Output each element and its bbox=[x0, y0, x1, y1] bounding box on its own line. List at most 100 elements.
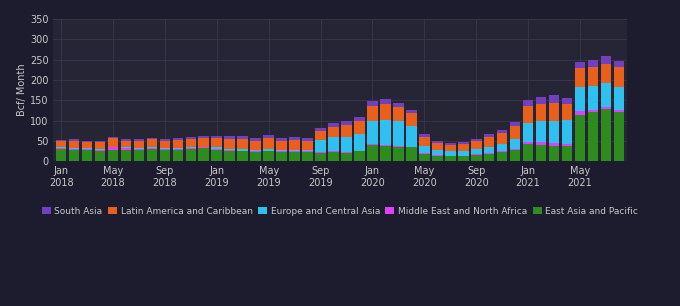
Bar bbox=[588, 113, 598, 161]
Bar bbox=[419, 137, 430, 146]
Bar bbox=[134, 149, 144, 150]
Bar bbox=[432, 155, 443, 161]
Bar bbox=[549, 143, 560, 146]
Bar bbox=[458, 155, 469, 156]
Bar bbox=[224, 150, 235, 151]
Bar bbox=[562, 146, 573, 161]
Bar bbox=[134, 150, 144, 161]
Bar bbox=[600, 83, 611, 107]
Bar bbox=[523, 100, 533, 106]
Bar bbox=[237, 151, 248, 161]
Bar bbox=[341, 125, 352, 137]
Bar bbox=[510, 150, 520, 161]
Bar bbox=[497, 144, 507, 151]
Bar bbox=[471, 141, 481, 149]
Bar bbox=[107, 137, 118, 139]
Bar bbox=[367, 102, 378, 106]
Bar bbox=[341, 152, 352, 153]
Bar bbox=[393, 147, 404, 161]
Bar bbox=[406, 110, 417, 113]
Bar bbox=[316, 128, 326, 131]
Bar bbox=[497, 129, 507, 133]
Bar bbox=[147, 138, 157, 139]
Bar bbox=[484, 147, 494, 153]
Bar bbox=[523, 144, 533, 161]
Bar bbox=[224, 139, 235, 149]
Bar bbox=[302, 150, 313, 151]
Bar bbox=[575, 87, 585, 111]
Bar bbox=[419, 154, 430, 161]
Bar bbox=[147, 148, 157, 149]
Bar bbox=[199, 148, 209, 161]
Bar bbox=[302, 152, 313, 161]
Bar bbox=[588, 67, 598, 87]
Bar bbox=[289, 151, 300, 152]
Bar bbox=[613, 61, 624, 67]
Bar bbox=[367, 145, 378, 161]
Bar bbox=[224, 151, 235, 161]
Bar bbox=[471, 139, 481, 141]
Bar bbox=[224, 149, 235, 150]
Bar bbox=[250, 152, 261, 161]
Bar bbox=[510, 122, 520, 126]
Bar bbox=[341, 121, 352, 125]
Bar bbox=[367, 144, 378, 145]
Bar bbox=[250, 138, 261, 140]
Bar bbox=[458, 151, 469, 155]
Bar bbox=[69, 148, 80, 149]
Bar bbox=[186, 139, 196, 147]
Bar bbox=[107, 139, 118, 147]
Bar bbox=[134, 141, 144, 148]
Bar bbox=[536, 103, 546, 121]
Bar bbox=[562, 98, 573, 104]
Bar bbox=[276, 140, 287, 150]
Bar bbox=[95, 149, 105, 150]
Bar bbox=[160, 141, 170, 148]
Legend: South Asia, Latin America and Caribbean, Europe and Central Asia, Middle East an: South Asia, Latin America and Caribbean,… bbox=[38, 203, 642, 219]
Bar bbox=[536, 121, 546, 142]
Bar bbox=[367, 121, 378, 144]
Bar bbox=[263, 149, 274, 151]
Bar bbox=[536, 142, 546, 145]
Bar bbox=[82, 149, 92, 150]
Bar bbox=[406, 126, 417, 147]
Bar bbox=[562, 120, 573, 144]
Bar bbox=[120, 150, 131, 161]
Bar bbox=[160, 139, 170, 141]
Bar bbox=[250, 150, 261, 151]
Bar bbox=[458, 144, 469, 151]
Bar bbox=[173, 149, 183, 150]
Bar bbox=[328, 137, 339, 151]
Bar bbox=[263, 138, 274, 149]
Bar bbox=[613, 113, 624, 161]
Bar bbox=[575, 62, 585, 68]
Bar bbox=[160, 148, 170, 149]
Bar bbox=[354, 134, 364, 151]
Bar bbox=[173, 140, 183, 148]
Bar bbox=[588, 110, 598, 113]
Bar bbox=[82, 140, 92, 142]
Bar bbox=[211, 150, 222, 161]
Bar bbox=[69, 141, 80, 148]
Bar bbox=[510, 149, 520, 150]
Bar bbox=[186, 148, 196, 149]
Bar bbox=[510, 126, 520, 139]
Bar bbox=[120, 140, 131, 147]
Bar bbox=[95, 140, 105, 142]
Bar bbox=[56, 141, 67, 147]
Bar bbox=[380, 99, 391, 104]
Bar bbox=[224, 136, 235, 139]
Bar bbox=[523, 106, 533, 123]
Bar bbox=[328, 152, 339, 161]
Bar bbox=[484, 153, 494, 154]
Bar bbox=[186, 147, 196, 148]
Bar bbox=[69, 150, 80, 161]
Bar bbox=[432, 150, 443, 155]
Bar bbox=[549, 103, 560, 121]
Bar bbox=[471, 154, 481, 155]
Bar bbox=[289, 140, 300, 150]
Bar bbox=[419, 134, 430, 137]
Bar bbox=[173, 138, 183, 140]
Bar bbox=[354, 121, 364, 134]
Bar bbox=[562, 104, 573, 120]
